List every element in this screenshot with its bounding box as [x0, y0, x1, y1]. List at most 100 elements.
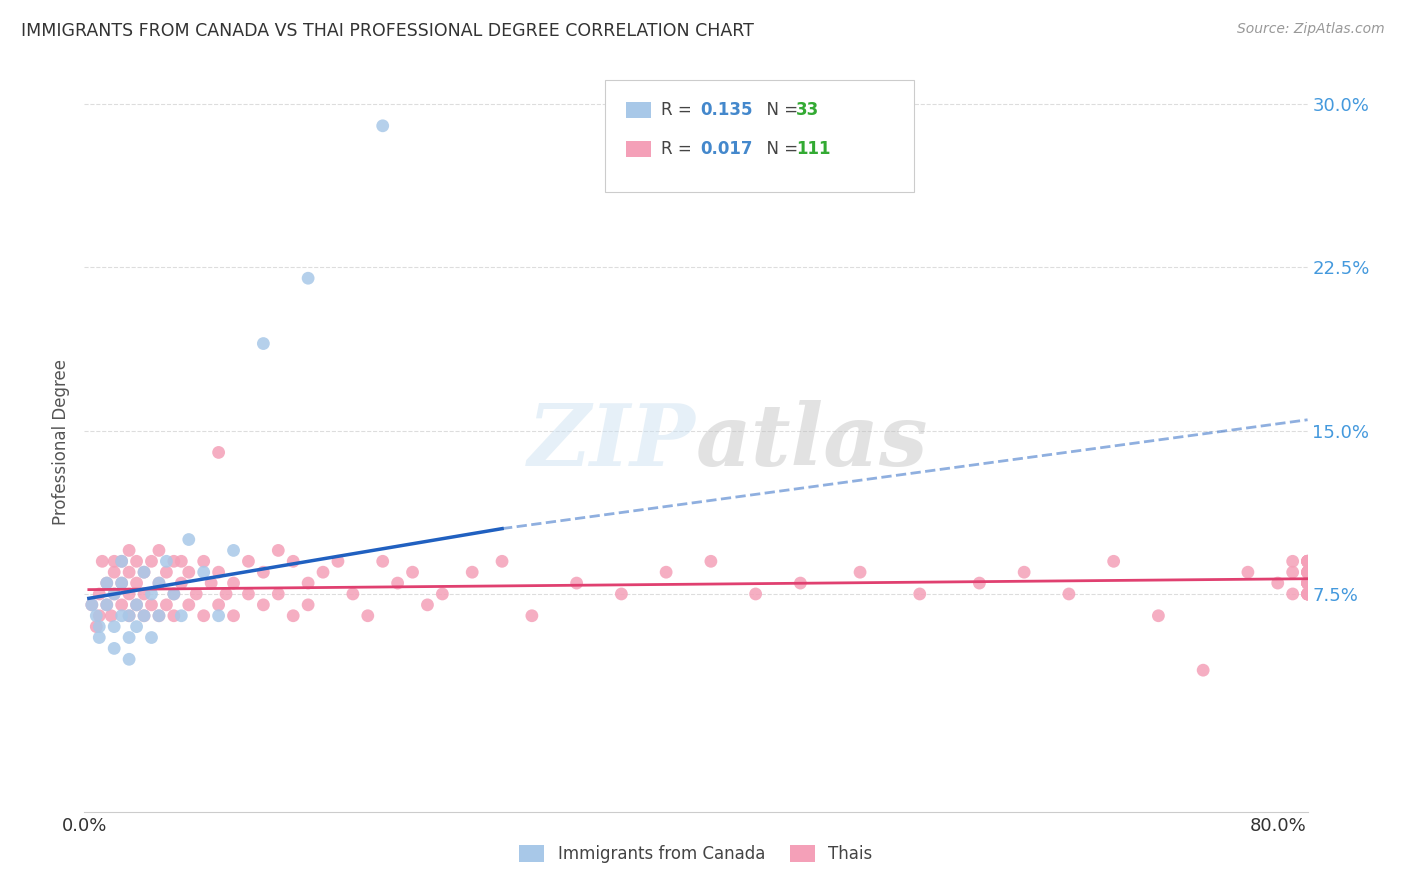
Point: [163, 587, 186, 601]
Text: 33: 33: [796, 101, 820, 119]
Point: [111, 576, 134, 591]
Text: ZIP: ZIP: [529, 400, 696, 483]
Point: [148, 576, 170, 591]
Text: 0.017: 0.017: [700, 140, 752, 158]
Point: [103, 554, 125, 568]
Point: [267, 543, 290, 558]
Point: [610, 587, 633, 601]
Point: [118, 652, 141, 666]
Point: [141, 554, 163, 568]
Point: [193, 554, 215, 568]
Point: [238, 554, 260, 568]
Point: [1296, 565, 1319, 579]
Text: 111: 111: [796, 140, 831, 158]
Point: [744, 587, 766, 601]
Point: [118, 543, 141, 558]
Point: [312, 565, 335, 579]
Point: [96, 576, 118, 591]
Point: [125, 554, 148, 568]
Point: [401, 565, 423, 579]
Point: [215, 587, 238, 601]
Point: [163, 587, 186, 601]
Text: IMMIGRANTS FROM CANADA VS THAI PROFESSIONAL DEGREE CORRELATION CHART: IMMIGRANTS FROM CANADA VS THAI PROFESSIO…: [21, 22, 754, 40]
Point: [1296, 576, 1319, 591]
Point: [908, 587, 931, 601]
Point: [252, 565, 274, 579]
Point: [461, 565, 484, 579]
Point: [118, 565, 141, 579]
Point: [118, 587, 141, 601]
Point: [1296, 554, 1319, 568]
Text: R =: R =: [661, 140, 697, 158]
Point: [1296, 554, 1319, 568]
Point: [1296, 565, 1319, 579]
Point: [155, 565, 177, 579]
Point: [1296, 554, 1319, 568]
Point: [1296, 576, 1319, 591]
Point: [565, 576, 588, 591]
Point: [84, 619, 107, 633]
Point: [103, 619, 125, 633]
Point: [89, 619, 111, 633]
Text: Source: ZipAtlas.com: Source: ZipAtlas.com: [1237, 22, 1385, 37]
Point: [1296, 587, 1319, 601]
Point: [1237, 565, 1260, 579]
Point: [148, 543, 170, 558]
Point: [177, 598, 200, 612]
Point: [132, 565, 155, 579]
Point: [655, 565, 678, 579]
Point: [789, 576, 811, 591]
Point: [1296, 565, 1319, 579]
Y-axis label: Professional Degree: Professional Degree: [52, 359, 70, 524]
Point: [132, 608, 155, 623]
Point: [193, 608, 215, 623]
Point: [80, 598, 103, 612]
Point: [89, 631, 111, 645]
Text: R =: R =: [661, 101, 697, 119]
Point: [416, 598, 439, 612]
Point: [100, 608, 122, 623]
Point: [111, 554, 134, 568]
Point: [222, 576, 245, 591]
Point: [148, 576, 170, 591]
Point: [326, 554, 349, 568]
Point: [252, 598, 274, 612]
Point: [170, 608, 193, 623]
Point: [103, 565, 125, 579]
Point: [1296, 587, 1319, 601]
Point: [141, 587, 163, 601]
Point: [1012, 565, 1035, 579]
Point: [170, 554, 193, 568]
Point: [1192, 663, 1215, 677]
Point: [163, 608, 186, 623]
Point: [371, 554, 394, 568]
Point: [163, 554, 186, 568]
Point: [371, 119, 394, 133]
Point: [283, 554, 305, 568]
Point: [125, 598, 148, 612]
Point: [132, 608, 155, 623]
Point: [177, 533, 200, 547]
Point: [177, 565, 200, 579]
Point: [125, 576, 148, 591]
Point: [1296, 554, 1319, 568]
Point: [520, 608, 543, 623]
Point: [1296, 587, 1319, 601]
Point: [1057, 587, 1080, 601]
Point: [238, 587, 260, 601]
Point: [200, 576, 222, 591]
Point: [1296, 565, 1319, 579]
Point: [1281, 565, 1303, 579]
Point: [1102, 554, 1125, 568]
Point: [132, 565, 155, 579]
Point: [141, 631, 163, 645]
Point: [1296, 587, 1319, 601]
Point: [155, 598, 177, 612]
Text: N =: N =: [756, 140, 804, 158]
Point: [1296, 576, 1319, 591]
Point: [89, 587, 111, 601]
Text: 0.135: 0.135: [700, 101, 752, 119]
Point: [1281, 587, 1303, 601]
Text: atlas: atlas: [696, 400, 928, 483]
Point: [267, 587, 290, 601]
